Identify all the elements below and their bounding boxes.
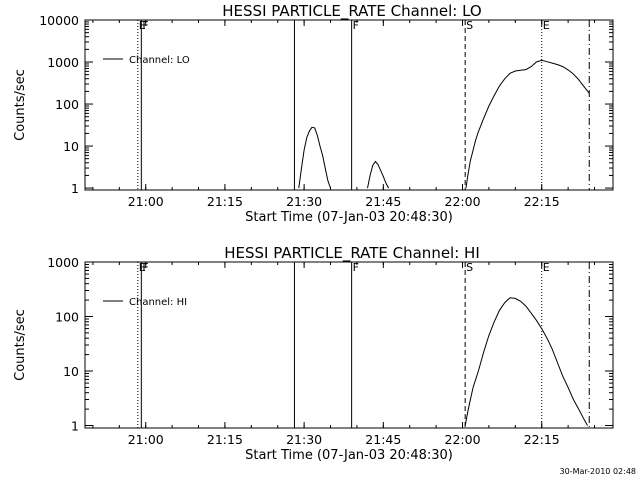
chart-title: HESSI PARTICLE_RATE Channel: HI [224,244,480,263]
y-tick-label: 100 [55,310,79,325]
y-tick-label: 10000 [39,13,79,28]
data-series-line [465,59,590,189]
x-tick-label: 21:15 [207,194,243,209]
x-tick-label: 21:00 [128,194,164,209]
x-tick-label: 21:00 [128,432,164,447]
plot-frame [84,261,614,429]
y-tick-label: 10 [63,139,79,154]
event-marker-label: F [142,261,148,274]
panel-lo: HESSI PARTICLE_RATE Channel: LO 21:00 21:1… [13,2,614,225]
x-tick-label: 22:15 [524,194,560,209]
y-tick-label: 100 [55,97,79,112]
x-tick-label: 21:15 [207,432,243,447]
plot-frame [84,19,614,191]
footer-timestamp: 30-Mar-2010 02:48 [560,467,637,476]
data-series-line [464,297,588,426]
y-tick-label: 1 [71,181,79,196]
legend-label: Channel: LO [129,55,190,66]
event-marker-label: E [543,19,550,32]
event-marker-label: S [466,19,473,32]
x-tick-label: 22:00 [445,194,481,209]
x-axis-label: Start Time (07-Jan-03 20:48:30) [245,448,453,463]
event-marker-label: F [142,19,148,32]
y-tick-label: 1000 [47,55,79,70]
y-axis-label: Counts/sec [13,69,28,141]
x-tick-label: 21:30 [286,194,322,209]
chart-title: HESSI PARTICLE_RATE Channel: LO [222,2,481,21]
x-tick-label: 22:15 [524,432,560,447]
event-marker-label: F [353,261,359,274]
x-axis-label: Start Time (07-Jan-03 20:48:30) [245,210,453,225]
event-marker-label: E [543,261,550,274]
y-tick-label: 10 [63,364,79,379]
event-marker-label: E [139,261,146,274]
data-series-line [367,160,390,189]
panel-hi: HESSI PARTICLE_RATE Channel: HI 21:00 21:1… [13,244,614,463]
event-marker-label: F [353,19,359,32]
event-marker-label: E [139,19,146,32]
y-tick-label: 1 [71,419,79,434]
x-tick-label: 22:00 [445,432,481,447]
x-tick-label: 21:30 [286,432,322,447]
y-tick-label: 1000 [47,255,79,270]
x-tick-label: 21:45 [365,432,401,447]
event-marker-label: S [466,261,473,274]
legend-label: Channel: HI [129,297,187,308]
data-series-line [298,126,331,189]
y-axis-label: Counts/sec [13,309,28,381]
x-tick-label: 21:45 [365,194,401,209]
